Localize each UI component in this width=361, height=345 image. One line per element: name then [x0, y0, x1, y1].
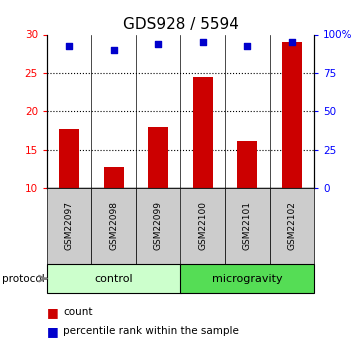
Text: control: control [95, 274, 133, 284]
Text: ■: ■ [47, 306, 59, 319]
Point [289, 39, 295, 45]
Text: GSM22102: GSM22102 [287, 201, 296, 250]
Text: percentile rank within the sample: percentile rank within the sample [63, 326, 239, 336]
Bar [59, 129, 79, 188]
Point [111, 47, 117, 52]
Text: GSM22098: GSM22098 [109, 201, 118, 250]
Bar [237, 141, 257, 188]
Bar [47, 264, 180, 293]
Bar [282, 42, 302, 188]
Bar [136, 188, 180, 264]
Bar [180, 188, 225, 264]
Text: GSM22100: GSM22100 [198, 201, 207, 250]
Bar [47, 188, 91, 264]
Text: microgravity: microgravity [212, 274, 283, 284]
Bar [225, 188, 270, 264]
Text: GSM22099: GSM22099 [154, 201, 163, 250]
Bar [193, 77, 213, 188]
Bar [270, 188, 314, 264]
Bar [91, 188, 136, 264]
Bar [180, 264, 314, 293]
Point [155, 42, 161, 47]
Text: count: count [63, 307, 93, 317]
Text: GSM22101: GSM22101 [243, 201, 252, 250]
Text: protocol: protocol [2, 274, 45, 284]
Text: GSM22097: GSM22097 [65, 201, 74, 250]
Bar [104, 167, 124, 188]
Point [66, 43, 72, 49]
Text: ■: ■ [47, 325, 59, 338]
Title: GDS928 / 5594: GDS928 / 5594 [123, 17, 238, 32]
Bar [148, 127, 168, 188]
Point [244, 43, 250, 49]
Point [200, 39, 206, 45]
